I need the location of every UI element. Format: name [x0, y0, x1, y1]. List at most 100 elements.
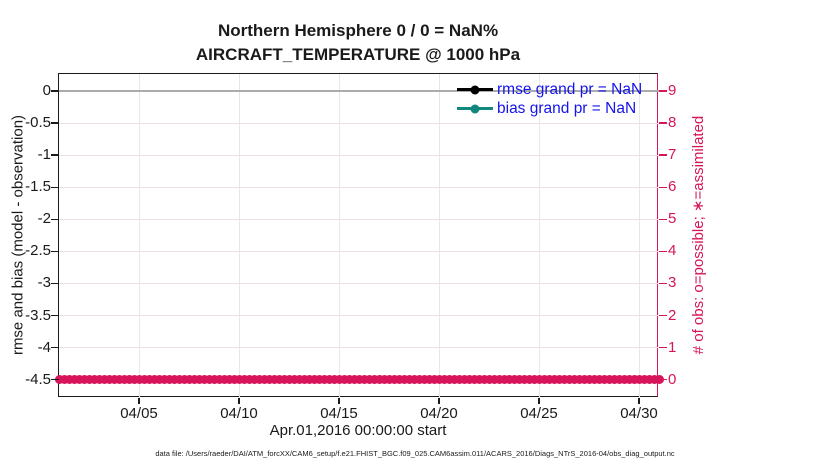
zero-reference-line: [59, 89, 659, 93]
y-axis-tick-right: [659, 90, 667, 92]
y-axis-tick-left: [51, 282, 59, 285]
obs-count-marker: [239, 375, 249, 385]
grid-line-vertical: [538, 74, 540, 398]
y-tick-label-right: 5: [668, 210, 677, 228]
obs-count-marker: [164, 375, 174, 385]
x-axis-tick: [438, 398, 440, 404]
obs-count-marker: [324, 375, 334, 385]
grid-line-vertical: [438, 74, 440, 398]
obs-count-marker: [54, 375, 64, 385]
legend-marker-rmse-line: [457, 85, 493, 94]
obs-count-marker: [564, 375, 574, 385]
obs-count-marker: [459, 375, 469, 385]
obs-count-marker: [424, 375, 434, 385]
x-tick-label: 04/20: [420, 405, 458, 422]
y-axis-tick-right: [659, 154, 667, 156]
figure-title-line1: Northern Hemisphere 0 / 0 = NaN%: [217, 21, 499, 40]
obs-count-marker: [184, 375, 194, 385]
y-axis-tick-left: [51, 186, 59, 188]
y-axis-tick-right: [659, 122, 667, 124]
obs-count-marker: [374, 375, 384, 385]
obs-count-marker: [394, 375, 404, 385]
obs-count-marker: [94, 375, 104, 385]
legend-item-bias: bias grand pr = NaN: [457, 99, 642, 118]
y-axis-tick-left: [51, 379, 59, 381]
obs-count-marker: [639, 375, 649, 385]
obs-count-marker: [599, 375, 609, 385]
obs-count-marker: [619, 375, 629, 385]
grid-line-vertical: [238, 74, 240, 398]
y-axis-tick-left: [51, 250, 59, 253]
x-axis-label: Apr.01,2016 00:00:00 start: [269, 422, 447, 439]
obs-count-marker: [624, 375, 634, 385]
obs-count-marker: [554, 375, 564, 385]
obs-count-marker: [99, 375, 109, 385]
obs-count-marker: [194, 375, 204, 385]
obs-count-marker: [364, 375, 374, 385]
obs-count-marker: [509, 375, 519, 385]
obs-count-marker: [314, 375, 324, 385]
y-tick-label-left: -1.5: [25, 178, 51, 196]
x-axis-tick: [138, 398, 140, 404]
grid-line-horizontal: [59, 122, 659, 124]
obs-count-marker: [504, 375, 514, 385]
obs-count-marker: [279, 375, 289, 385]
x-tick-label: 04/25: [520, 405, 558, 422]
obs-count-marker: [169, 375, 179, 385]
legend-marker-bias-dot: [470, 104, 480, 113]
y-tick-label-right: 0: [668, 370, 677, 388]
grid-line-horizontal: [59, 218, 659, 220]
grid-line-vertical: [638, 74, 640, 398]
obs-count-marker: [454, 375, 464, 385]
obs-count-marker: [284, 375, 294, 385]
obs-count-marker: [584, 375, 594, 385]
obs-count-marker: [449, 375, 459, 385]
obs-count-marker: [329, 375, 339, 385]
obs-count-marker: [529, 375, 539, 385]
obs-count-marker: [404, 375, 414, 385]
legend: rmse grand pr = NaN bias grand pr = NaN: [457, 80, 642, 118]
y-axis-tick-left: [51, 154, 59, 156]
obs-count-marker: [269, 375, 279, 385]
obs-count-marker: [224, 375, 234, 385]
obs-count-marker: [304, 375, 314, 385]
x-tick-label: 04/05: [120, 405, 158, 422]
obs-count-marker: [69, 375, 79, 385]
y-axis-tick-left: [51, 346, 59, 349]
obs-count-marker: [114, 375, 124, 385]
obs-count-marker: [74, 375, 84, 385]
obs-count-marker: [369, 375, 379, 385]
obs-count-marker: [354, 375, 364, 385]
obs-count-marker: [234, 375, 244, 385]
y-axis-tick-right: [659, 250, 667, 253]
y-tick-label-left: -3: [37, 274, 51, 292]
obs-count-marker: [119, 375, 129, 385]
obs-count-marker: [499, 375, 509, 385]
y-tick-label-right: 8: [668, 114, 677, 132]
obs-count-marker: [64, 375, 74, 385]
obs-count-marker: [84, 375, 94, 385]
obs-count-marker: [79, 375, 89, 385]
obs-count-marker: [519, 375, 529, 385]
obs-count-marker: [579, 375, 589, 385]
y-axis-tick-right: [659, 346, 667, 349]
legend-item-rmse-label: rmse grand pr = NaN: [497, 80, 643, 98]
obs-count-marker: [274, 375, 284, 385]
obs-count-marker: [179, 375, 189, 385]
obs-count-marker: [489, 375, 499, 385]
obs-count-marker: [444, 375, 454, 385]
obs-count-marker: [294, 375, 304, 385]
y-axis-tick-right: [659, 218, 667, 220]
obs-count-marker: [389, 375, 399, 385]
obs-count-marker: [539, 375, 549, 385]
obs-count-marker: [419, 375, 429, 385]
obs-count-marker: [344, 375, 354, 385]
obs-count-marker: [484, 375, 494, 385]
obs-count-marker: [409, 375, 419, 385]
y-axis-tick-right: [659, 379, 667, 381]
obs-count-marker: [479, 375, 489, 385]
obs-count-marker: [634, 375, 644, 385]
obs-count-marker: [384, 375, 394, 385]
obs-count-marker: [514, 375, 524, 385]
